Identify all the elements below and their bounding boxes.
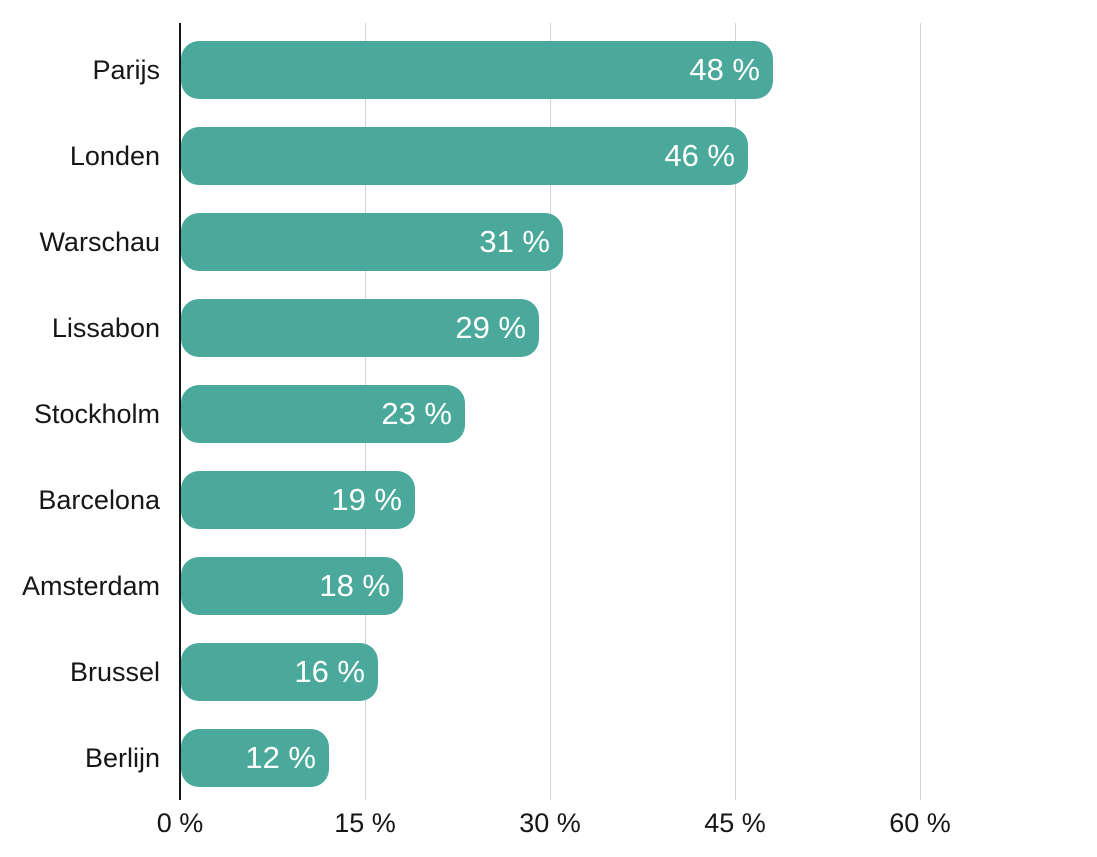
category-label: Brussel — [69, 657, 160, 687]
category-label: Lissabon — [51, 313, 160, 343]
bar: 16 % — [181, 643, 378, 701]
y-axis-line — [179, 23, 181, 800]
category-label: Warschau — [39, 227, 160, 257]
bar-value-label: 29 % — [455, 310, 526, 345]
x-gridline — [735, 23, 736, 800]
bar: 48 % — [181, 41, 773, 99]
bar-value-label: 18 % — [319, 568, 390, 603]
bar-value-label: 31 % — [479, 224, 550, 259]
x-axis-tick-label: 15 % — [334, 808, 396, 838]
category-label: Berlijn — [84, 743, 160, 773]
bar-value-label: 19 % — [331, 482, 402, 517]
category-label: Barcelona — [38, 485, 160, 515]
category-label: Parijs — [92, 55, 160, 85]
bar: 46 % — [181, 127, 748, 185]
bar: 23 % — [181, 385, 465, 443]
x-axis-tick-label: 60 % — [889, 808, 951, 838]
x-axis-tick-label: 45 % — [704, 808, 766, 838]
x-gridline — [920, 23, 921, 800]
category-label: Londen — [69, 141, 160, 171]
x-gridline — [550, 23, 551, 800]
bar-value-label: 12 % — [245, 740, 316, 775]
x-axis-tick-label: 30 % — [519, 808, 581, 838]
bar: 12 % — [181, 729, 329, 787]
bar-value-label: 23 % — [381, 396, 452, 431]
x-axis-tick-label: 0 % — [156, 808, 204, 838]
bar: 29 % — [181, 299, 539, 357]
bar: 19 % — [181, 471, 415, 529]
bar-value-label: 48 % — [689, 52, 760, 87]
category-label: Amsterdam — [21, 571, 160, 601]
bar-value-label: 46 % — [664, 138, 735, 173]
bar: 31 % — [181, 213, 563, 271]
bar: 18 % — [181, 557, 403, 615]
bar-value-label: 16 % — [294, 654, 365, 689]
category-label: Stockholm — [33, 399, 160, 429]
